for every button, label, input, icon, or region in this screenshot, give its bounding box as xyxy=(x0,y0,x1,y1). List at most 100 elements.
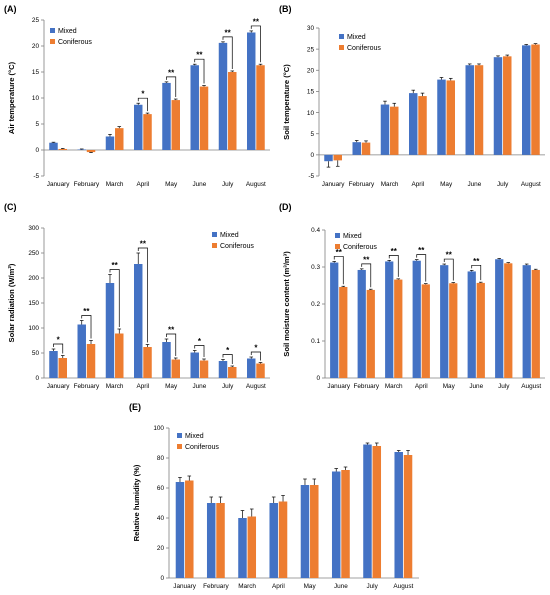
significance-label: ** xyxy=(112,261,119,270)
significance-bracket xyxy=(471,264,482,281)
significance-label: * xyxy=(226,346,230,355)
bar-mixed xyxy=(49,351,58,378)
significance-bracket xyxy=(137,97,148,112)
bar-coniferous xyxy=(86,150,96,153)
x-tick-label: April xyxy=(136,383,149,390)
legend-swatch-mixed xyxy=(339,34,344,39)
x-tick-label: April xyxy=(415,383,428,390)
bar-mixed xyxy=(247,358,256,378)
bar-coniferous xyxy=(403,455,413,578)
bar-coniferous xyxy=(372,446,382,578)
x-tick-label: May xyxy=(165,383,178,390)
legend-label-mixed: Mixed xyxy=(220,232,239,239)
y-axis-title: Air temperature (°C) xyxy=(7,61,16,134)
y-axis-title: Solar radiation (W/m²) xyxy=(7,263,16,342)
panel-c: (C) Solar radiation (W/m²) 0 50 100 150 200 250… xyxy=(4,202,270,390)
bar-mixed xyxy=(269,503,278,578)
significance-bracket xyxy=(388,254,399,277)
x-tick-label: March xyxy=(385,383,403,390)
bar-mixed xyxy=(495,259,504,378)
significance-label: ** xyxy=(391,247,398,256)
x-tick-label: April xyxy=(136,181,149,188)
y-axis-title: Soil moisture content (m³/m³) xyxy=(282,251,291,357)
bar-coniferous xyxy=(216,503,225,578)
bar-coniferous xyxy=(171,359,180,378)
legend-label-coniferous: Coniferous xyxy=(185,444,219,451)
bar-coniferous xyxy=(199,86,209,150)
legend-label-coniferous: Coniferous xyxy=(343,244,377,251)
bar-mixed xyxy=(218,361,228,378)
x-tick-label: June xyxy=(334,583,348,590)
y-tick-label: 0.4 xyxy=(311,227,320,234)
x-tick-label: May xyxy=(165,181,178,188)
x-tick-label: February xyxy=(349,181,375,188)
bar-coniferous xyxy=(171,100,180,150)
y-axis-title: Relative humidity (%) xyxy=(132,464,141,541)
bar-coniferous xyxy=(247,516,257,578)
bar-coniferous xyxy=(446,80,455,155)
y-tick-label: 25 xyxy=(307,46,315,53)
bar-mixed xyxy=(300,485,310,578)
legend-swatch-coniferous xyxy=(335,244,340,249)
significance-bracket xyxy=(81,315,92,339)
bar-mixed xyxy=(190,352,199,378)
significance-label: ** xyxy=(473,257,480,266)
significance-bracket xyxy=(250,351,261,361)
y-tick-label: 0.3 xyxy=(311,264,320,271)
significance-label: ** xyxy=(168,68,175,77)
bar-mixed xyxy=(77,324,86,378)
bar-mixed xyxy=(134,264,143,378)
bar-coniferous xyxy=(199,360,209,378)
bar-coniferous xyxy=(504,263,513,378)
y-tick-label: 20 xyxy=(32,43,40,50)
y-tick-label: 0 xyxy=(316,375,320,382)
y-tick-label: 80 xyxy=(157,455,165,462)
bar-coniferous xyxy=(531,269,540,378)
x-tick-label: July xyxy=(366,583,378,590)
x-tick-label: August xyxy=(393,583,413,590)
bar-coniferous xyxy=(339,286,348,378)
bar-mixed xyxy=(412,260,421,378)
significance-bracket xyxy=(166,76,177,98)
significance-label: ** xyxy=(196,51,203,60)
y-axis-title: Soil temperature (°C) xyxy=(282,64,291,140)
x-tick-label: February xyxy=(353,383,379,390)
bar-coniferous xyxy=(86,344,96,378)
legend-label-coniferous: Coniferous xyxy=(220,243,254,250)
bar-coniferous xyxy=(390,106,399,155)
bar-coniferous xyxy=(394,279,403,378)
x-tick-label: May xyxy=(443,383,456,390)
bar-mixed xyxy=(105,136,115,150)
bar-coniferous xyxy=(361,142,371,155)
legend-label-mixed: Mixed xyxy=(347,34,366,41)
bar-coniferous xyxy=(58,358,67,378)
bar-mixed xyxy=(493,57,503,155)
x-tick-label: June xyxy=(469,383,483,390)
bar-mixed xyxy=(394,452,403,578)
x-tick-label: March xyxy=(106,181,124,188)
legend-swatch-mixed xyxy=(212,232,217,237)
bar-coniferous xyxy=(143,347,152,378)
y-tick-label: 10 xyxy=(307,110,315,117)
x-tick-label: February xyxy=(74,181,100,188)
x-tick-label: August xyxy=(521,181,541,188)
x-tick-label: July xyxy=(222,181,234,188)
y-tick-label: 0 xyxy=(160,575,164,582)
x-tick-label: January xyxy=(173,583,197,590)
significance-bracket xyxy=(361,263,372,288)
y-tick-label: 150 xyxy=(28,300,39,307)
legend-label-coniferous: Coniferous xyxy=(58,39,92,46)
bar-coniferous xyxy=(310,485,319,578)
legend-swatch-coniferous xyxy=(339,45,344,50)
significance-bracket xyxy=(333,256,344,285)
significance-label: ** xyxy=(140,240,147,249)
legend-swatch-coniferous xyxy=(177,444,182,449)
bar-mixed xyxy=(385,261,394,378)
bar-mixed xyxy=(465,65,474,155)
bar-coniferous xyxy=(228,72,237,150)
y-tick-label: 10 xyxy=(32,95,40,102)
panel-e: (E) Relative humidity (%) 0 20 40 60 80 100 Janu… xyxy=(129,402,419,590)
y-tick-label: 0.1 xyxy=(311,338,320,345)
x-tick-label: April xyxy=(411,181,424,188)
